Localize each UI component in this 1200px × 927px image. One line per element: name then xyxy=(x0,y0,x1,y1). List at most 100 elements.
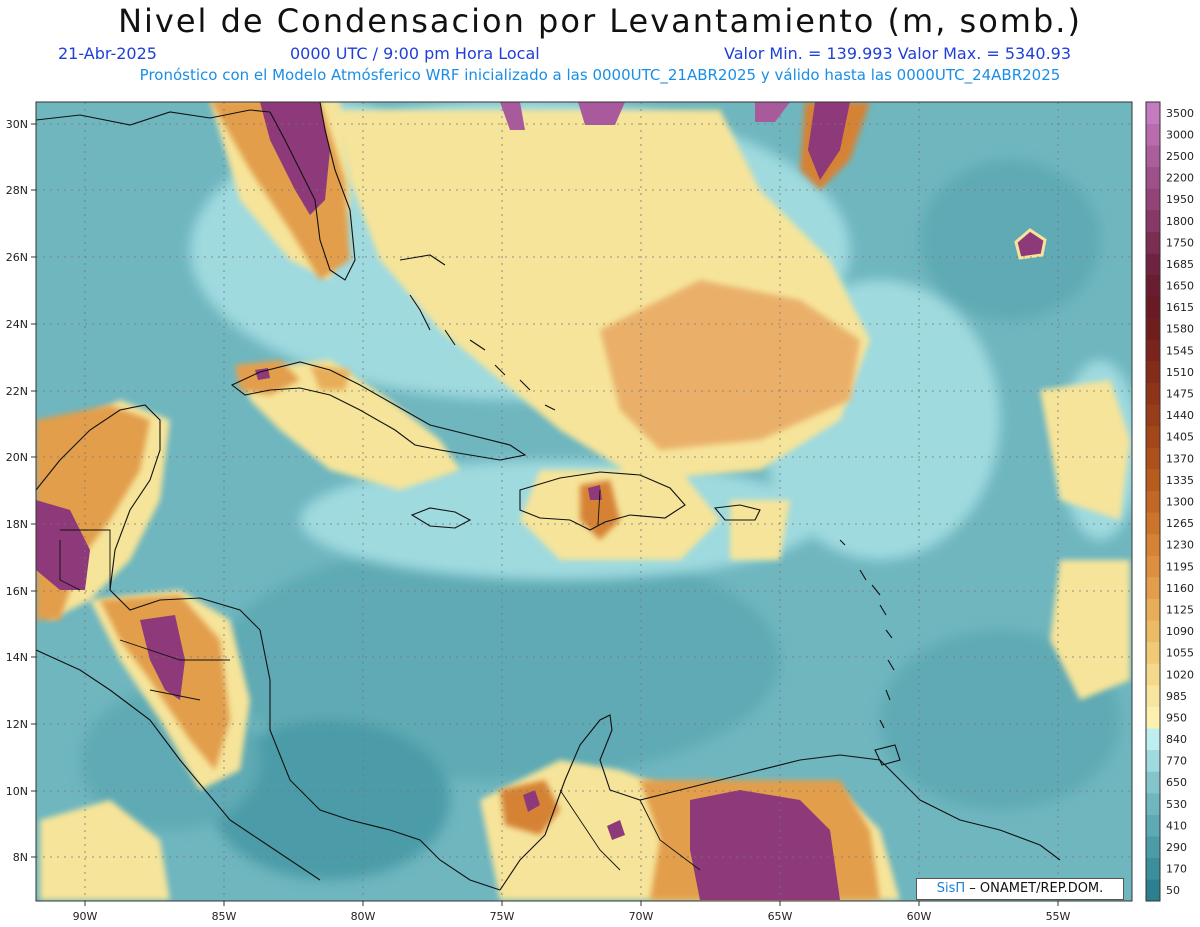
colorbar-label: 50 xyxy=(1166,884,1180,897)
lon-label: 80W xyxy=(351,910,376,923)
lat-label: 22N xyxy=(6,385,28,398)
colorbar-swatch xyxy=(1146,663,1160,686)
colorbar-label: 3000 xyxy=(1166,128,1194,141)
colorbar-label: 2200 xyxy=(1166,172,1194,185)
colorbar-swatch xyxy=(1146,728,1160,751)
colorbar-swatch xyxy=(1146,296,1160,319)
colorbar-swatch xyxy=(1146,879,1160,902)
purple-zones xyxy=(36,102,1047,900)
colorbar-swatch xyxy=(1146,533,1160,556)
colorbar-swatch xyxy=(1146,166,1160,189)
colorbar-label: 950 xyxy=(1166,711,1187,724)
colorbar-swatch xyxy=(1146,577,1160,599)
lat-label: 20N xyxy=(6,451,28,464)
lat-label: 10N xyxy=(6,785,28,798)
colorbar-swatch xyxy=(1146,706,1160,729)
colorbar-swatch xyxy=(1146,145,1160,168)
colorbar-swatch xyxy=(1146,490,1160,513)
colorbar-swatch xyxy=(1146,771,1160,794)
colorbar-swatch xyxy=(1146,641,1160,664)
coastlines xyxy=(36,102,1061,891)
colorbar-swatch xyxy=(1146,425,1160,448)
colorbar-label: 1615 xyxy=(1166,301,1194,314)
colorbar-swatch xyxy=(1146,793,1160,815)
map-field xyxy=(36,102,1132,901)
colorbar-label: 1300 xyxy=(1166,496,1194,509)
lat-label: 8N xyxy=(13,851,28,864)
colorbar-label: 1090 xyxy=(1166,625,1194,638)
colorbar-swatch xyxy=(1146,209,1160,232)
colorbar-label: 1195 xyxy=(1166,560,1194,573)
map-frame xyxy=(35,101,1133,902)
forecast-label: Pronóstico con el Modelo Atmósferico WRF… xyxy=(139,66,1061,84)
lat-label: 18N xyxy=(6,518,28,531)
colorbar-label: 3500 xyxy=(1166,107,1194,120)
colorbar-label: 2500 xyxy=(1166,150,1194,163)
colorbar-swatch xyxy=(1146,469,1160,491)
lat-label: 24N xyxy=(6,318,28,331)
colorbar-label: 840 xyxy=(1166,733,1187,746)
colorbar-label: 1800 xyxy=(1166,215,1194,228)
lon-label: 75W xyxy=(490,910,515,923)
colorbar-swatch xyxy=(1146,102,1160,124)
colorbar-label: 1440 xyxy=(1166,409,1194,422)
colorbar-swatch xyxy=(1146,749,1160,772)
colorbar-label: 1510 xyxy=(1166,366,1194,379)
axis-ticks xyxy=(31,123,1059,906)
colorbar-label: 1055 xyxy=(1166,647,1194,660)
colorbar-label: 1160 xyxy=(1166,582,1194,595)
lat-label: 12N xyxy=(6,718,28,731)
colorbar-label: 1750 xyxy=(1166,236,1194,249)
colorbar-label: 985 xyxy=(1166,690,1187,703)
map-title: Nivel de Condensacion por Levantamiento … xyxy=(118,2,1082,40)
colorbar-label: 530 xyxy=(1166,798,1187,811)
latitude-labels: 30N 28N 26N 24N 22N 20N 18N 16N 14N 12N … xyxy=(6,118,28,864)
longitude-labels: 90W 85W 80W 75W 70W 65W 60W 55W xyxy=(73,910,1071,923)
min-max-label: Valor Min. = 139.993 Valor Max. = 5340.9… xyxy=(724,44,1072,63)
colorbar-label: 1230 xyxy=(1166,539,1194,552)
lat-label: 30N xyxy=(6,118,28,131)
colorbar: 50 170 290 410 530 650 770 840 950 985 1020 1055 109… xyxy=(1145,101,1194,902)
colorbar-swatch xyxy=(1146,857,1160,880)
lon-label: 55W xyxy=(1046,910,1071,923)
sispi-logo: SisΠ xyxy=(936,881,966,896)
colorbar-label: 290 xyxy=(1166,841,1187,854)
colorbar-swatch xyxy=(1146,123,1160,146)
colorbar-label: 1950 xyxy=(1166,193,1194,206)
colorbar-label: 410 xyxy=(1166,819,1187,832)
colorbar-label: 1370 xyxy=(1166,452,1194,465)
colorbar-swatch xyxy=(1146,339,1160,362)
colorbar-swatch xyxy=(1146,382,1160,405)
colorbar-swatch xyxy=(1146,404,1160,427)
colorbar-label: 1335 xyxy=(1166,474,1194,487)
colorbar-swatch xyxy=(1146,447,1160,470)
colorbar-label: 1405 xyxy=(1166,431,1194,444)
colorbar-swatch xyxy=(1146,685,1160,707)
colorbar-swatch xyxy=(1146,598,1160,621)
lon-label: 60W xyxy=(907,910,932,923)
lon-label: 90W xyxy=(73,910,98,923)
colorbar-swatch xyxy=(1146,188,1160,211)
colorbar-label: 1475 xyxy=(1166,388,1194,401)
lat-label: 26N xyxy=(6,251,28,264)
colorbar-label: 650 xyxy=(1166,776,1187,789)
colorbar-swatch xyxy=(1146,361,1160,384)
colorbar-label: 1580 xyxy=(1166,323,1194,336)
lat-label: 28N xyxy=(6,184,28,197)
colorbar-swatch xyxy=(1146,274,1160,297)
colorbar-label: 770 xyxy=(1166,755,1187,768)
colorbar-label: 1020 xyxy=(1166,668,1194,681)
colorbar-label: 1650 xyxy=(1166,280,1194,293)
colorbar-swatch xyxy=(1146,317,1160,340)
colorbar-swatch xyxy=(1146,836,1160,859)
credit-text: – ONAMET/REP.DOM. xyxy=(969,881,1104,896)
colorbar-swatch xyxy=(1146,814,1160,837)
colorbar-swatch xyxy=(1146,555,1160,578)
lon-label: 65W xyxy=(768,910,793,923)
date-label: 21-Abr-2025 xyxy=(58,44,157,63)
lon-label: 70W xyxy=(629,910,654,923)
graticule xyxy=(36,102,1132,901)
colorbar-label: 1685 xyxy=(1166,258,1194,271)
colorbar-label: 170 xyxy=(1166,863,1187,876)
